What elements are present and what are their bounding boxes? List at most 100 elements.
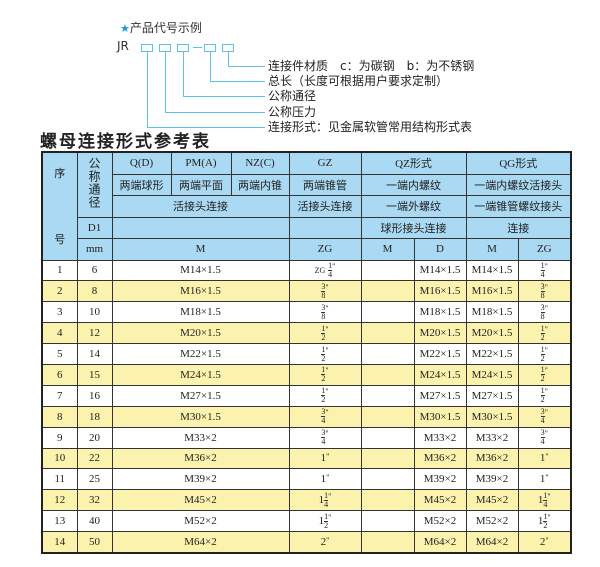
- row-qg-m: M45×2: [465, 489, 519, 512]
- header-qg-desc1: 一端内螺纹活接头: [465, 173, 572, 196]
- row-zg-suf: ": [326, 452, 330, 462]
- row-qz-m: [360, 384, 415, 407]
- row-qz-d: M14×1.5: [413, 259, 467, 282]
- row-zg-num: 1: [321, 386, 326, 397]
- table-row: 7 16 M27×1.5 1 2 " M27×1.5 M27×1.5 1 2 ": [41, 384, 572, 407]
- row-zg-num: 3: [321, 407, 326, 418]
- leader-line: [183, 96, 265, 97]
- table-row: 3 10 M18×1.5 3 8 " M18×1.5 M18×1.5 3 8 ": [41, 301, 572, 324]
- row-qg-zg-den: 2: [543, 520, 548, 530]
- row-thread-m: M36×2: [111, 447, 290, 470]
- row-zg-num: 1: [328, 260, 333, 271]
- table-body: 1 6 M14×1.5 ZG 1 4 " M14×1.5 M14×1.5 1 4 " 2 8 M16×1.…: [41, 259, 572, 554]
- row-number: 2: [41, 280, 78, 303]
- row-nominal-diameter: 32: [76, 489, 113, 512]
- leader-line: [228, 52, 229, 66]
- code-box-diameter: [177, 44, 189, 52]
- row-thread-m: M20×1.5: [111, 322, 290, 345]
- row-zg-den: 8: [321, 290, 326, 300]
- row-number: 10: [41, 447, 78, 470]
- row-qg-zg-den: 4: [540, 437, 545, 447]
- row-qg-zg-suf: ": [544, 366, 548, 376]
- label-material: 连接件材质 c：为碳钢 b：为不锈钢: [268, 59, 475, 73]
- row-zg-den: 4: [324, 499, 329, 509]
- row-nominal-diameter: 8: [76, 280, 113, 303]
- header-col-qz-m: M: [360, 238, 415, 261]
- table-row: 4 12 M20×1.5 1 2 " M20×1.5 M20×1.5 1 2 ": [41, 322, 572, 345]
- row-qg-zg-suf: ": [545, 452, 549, 462]
- row-zg-whole: 1: [318, 493, 325, 506]
- header-nz-desc: 两端内锥: [230, 173, 290, 196]
- row-qg-zg: 1 4 ": [517, 259, 572, 282]
- label-length: 总长（长度可根据用户要求定制）: [268, 74, 449, 88]
- star-icon: ★: [120, 22, 130, 35]
- code-dash: [193, 47, 202, 48]
- row-qz-m: [360, 531, 415, 554]
- header-col-qg-m: M: [465, 238, 519, 261]
- table-row: 9 20 M33×2 3 4 " M33×2 M33×2 3 4 ": [41, 426, 572, 449]
- row-qg-zg-suf: ": [544, 387, 548, 397]
- row-zg: ZG 1 4 ": [288, 259, 362, 282]
- row-qz-d: M36×2: [413, 447, 467, 470]
- row-nominal-diameter: 16: [76, 384, 113, 407]
- header-seq: 序号: [41, 151, 78, 261]
- header-empty: [288, 216, 362, 239]
- row-thread-m: M45×2: [111, 489, 290, 512]
- row-qg-m: M16×1.5: [465, 280, 519, 303]
- row-qg-zg-suf: ": [545, 473, 549, 483]
- row-qg-zg-num: 1: [540, 365, 545, 376]
- nut-connection-table: 序号 公称通径 Q(D) PM(A) NZ(C) GZ QZ形式 QG形式 两端…: [41, 151, 573, 554]
- row-zg-suf: ": [332, 261, 336, 271]
- row-qg-zg-den: 8: [540, 311, 545, 321]
- code-box-pressure: [159, 44, 171, 52]
- row-thread-m: M22×1.5: [111, 343, 290, 365]
- row-qg-zg-num: 3: [540, 407, 545, 418]
- row-zg-suf: ": [325, 345, 329, 355]
- row-qg-zg: 1 2 ": [517, 384, 572, 407]
- row-qg-zg-suf: ": [544, 429, 548, 439]
- row-zg-whole: 1: [320, 473, 327, 486]
- row-qg-zg-whole: 1: [537, 514, 544, 527]
- code-prefix: JR: [117, 39, 129, 53]
- row-qg-zg: 1 2 ": [517, 363, 572, 386]
- row-qg-zg: 1 1 4 ": [517, 489, 572, 512]
- header-nominal-diameter-text: 公称通径: [87, 157, 101, 210]
- code-box-connection: [141, 44, 153, 52]
- row-nominal-diameter: 18: [76, 405, 113, 428]
- row-qz-d: M39×2: [413, 468, 467, 491]
- row-qz-m: [360, 468, 415, 491]
- row-qg-zg: 1": [517, 447, 572, 470]
- row-zg-num: 1: [324, 511, 329, 522]
- row-thread-m: M24×1.5: [111, 363, 290, 386]
- row-qg-zg: 3 8 ": [517, 301, 572, 324]
- row-zg-suf: ": [328, 512, 332, 522]
- row-qg-zg: 1 2 ": [517, 322, 572, 345]
- row-qz-d: M33×2: [413, 426, 467, 449]
- row-qg-zg-suf: ": [544, 324, 548, 334]
- row-nominal-diameter: 22: [76, 447, 113, 470]
- row-qg-m: M24×1.5: [465, 363, 519, 386]
- row-zg-suf: ": [326, 536, 330, 546]
- row-qg-zg-den: 4: [540, 269, 545, 279]
- row-zg-den: 2: [321, 374, 326, 384]
- table-row: 1 6 M14×1.5 ZG 1 4 " M14×1.5 M14×1.5 1 4 ": [41, 259, 572, 282]
- row-qg-zg-suf: ": [545, 536, 549, 546]
- row-zg: 1": [288, 468, 362, 491]
- row-qz-m: [360, 405, 415, 428]
- row-qz-d: M20×1.5: [413, 322, 467, 345]
- header-qg-desc3: 连接: [465, 216, 572, 239]
- example-title: ★产品代号示例: [120, 19, 202, 36]
- row-qg-zg-den: 2: [540, 395, 545, 405]
- row-qg-m: M20×1.5: [465, 322, 519, 345]
- header-gz-desc: 两端锥管: [288, 173, 362, 196]
- row-qg-zg-num: 3: [540, 281, 545, 292]
- header-seq-char2: 号: [54, 234, 66, 247]
- header-d1: D1: [76, 216, 113, 239]
